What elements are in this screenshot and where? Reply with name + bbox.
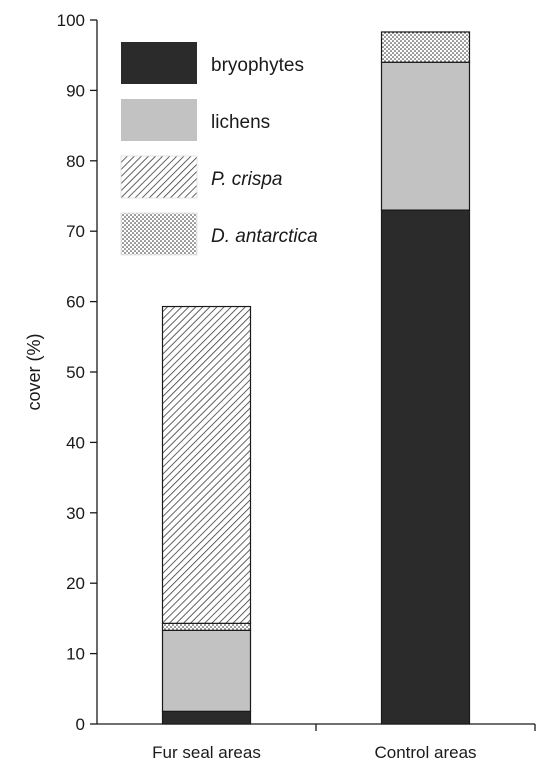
y-axis-title: cover (%) — [24, 333, 44, 410]
legend-swatch — [120, 212, 198, 256]
legend-swatch — [121, 42, 197, 84]
x-tick-label: Fur seal areas — [152, 743, 261, 762]
y-tick-label: 70 — [66, 222, 85, 241]
bars — [161, 31, 471, 725]
x-axis: Fur seal areas Control areas — [97, 723, 536, 762]
bar-segment — [380, 31, 471, 63]
legend-swatch — [120, 155, 198, 199]
y-tick-label: 100 — [57, 11, 85, 30]
bar-segment — [161, 622, 252, 631]
y-axis: 0 10 20 30 40 50 60 70 80 90 100 — [57, 11, 98, 734]
y-tick-label: 20 — [66, 574, 85, 593]
bar-segment — [380, 61, 471, 211]
legend-label: D. antarctica — [211, 226, 318, 247]
y-tick-label: 10 — [66, 645, 85, 664]
legend-swatch — [121, 99, 197, 141]
y-tick-label: 40 — [66, 433, 85, 452]
y-tick-label: 90 — [66, 81, 85, 100]
y-tick-label: 0 — [76, 715, 85, 734]
y-tick-label: 50 — [66, 363, 85, 382]
legend-label: P. crispa — [211, 169, 282, 190]
bar-segment — [161, 629, 252, 712]
legend-label: bryophytes — [211, 55, 304, 76]
y-tick-label: 80 — [66, 152, 85, 171]
legend: bryophytes lichens P. crispa D. antarctica — [120, 42, 318, 256]
bar-segment — [161, 305, 252, 624]
bar-segment — [380, 209, 471, 725]
legend-label: lichens — [211, 112, 270, 133]
x-tick-label: Control areas — [374, 743, 476, 762]
y-tick-label: 30 — [66, 504, 85, 523]
bar-segment — [161, 710, 252, 725]
y-tick-label: 60 — [66, 293, 85, 312]
